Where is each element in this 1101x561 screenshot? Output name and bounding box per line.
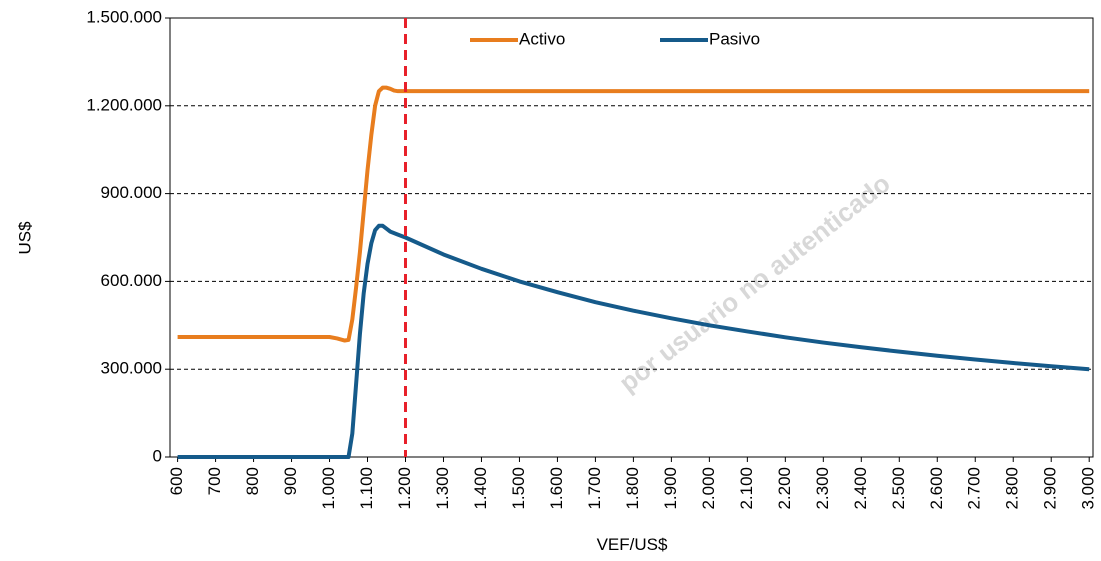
x-tick-label: 2.500 (889, 467, 908, 510)
x-tick-label: 3.000 (1079, 467, 1098, 510)
y-tick-label: 1.500.000 (86, 7, 162, 26)
x-tick-label: 1.800 (623, 467, 642, 510)
y-tick-label: 1.200.000 (86, 95, 162, 114)
y-tick-label: 900.000 (101, 183, 162, 202)
x-tick-label: 600 (167, 467, 186, 495)
series-line (177, 85, 1090, 343)
legend-label: Activo (519, 29, 565, 48)
x-tick-label: 1.900 (661, 467, 680, 510)
y-tick-label: 0 (153, 446, 162, 465)
x-tick-label: 2.400 (851, 467, 870, 510)
watermark: por usuario no autenticado (613, 168, 896, 398)
x-tick-label: 1.300 (433, 467, 452, 510)
legend-label: Pasivo (709, 29, 760, 48)
x-tick-label: 1.700 (585, 467, 604, 510)
x-tick-label: 2.200 (775, 467, 794, 510)
x-tick-label: 1.000 (319, 467, 338, 510)
x-tick-label: 1.100 (357, 467, 376, 510)
plot-frame (169, 17, 1094, 458)
x-tick-label: 800 (243, 467, 262, 495)
y-tick-label: 300.000 (101, 359, 162, 378)
x-tick-label: 2.900 (1041, 467, 1060, 510)
x-tick-label: 2.700 (965, 467, 984, 510)
x-tick-label: 2.100 (737, 467, 756, 510)
x-tick-label: 700 (205, 467, 224, 495)
x-tick-label: 1.400 (471, 467, 490, 510)
x-tick-label: 1.500 (509, 467, 528, 510)
x-tick-label: 2.600 (927, 467, 946, 510)
x-tick-label: 1.200 (395, 467, 414, 510)
y-tick-label: 600.000 (101, 271, 162, 290)
x-axis-label: VEF/US$ (597, 535, 668, 554)
x-tick-label: 900 (281, 467, 300, 495)
x-tick-label: 1.600 (547, 467, 566, 510)
x-tick-label: 2.800 (1003, 467, 1022, 510)
series-line (177, 223, 1090, 459)
x-tick-label: 2.000 (699, 467, 718, 510)
y-axis-label: US$ (15, 221, 34, 255)
x-tick-label: 2.300 (813, 467, 832, 510)
